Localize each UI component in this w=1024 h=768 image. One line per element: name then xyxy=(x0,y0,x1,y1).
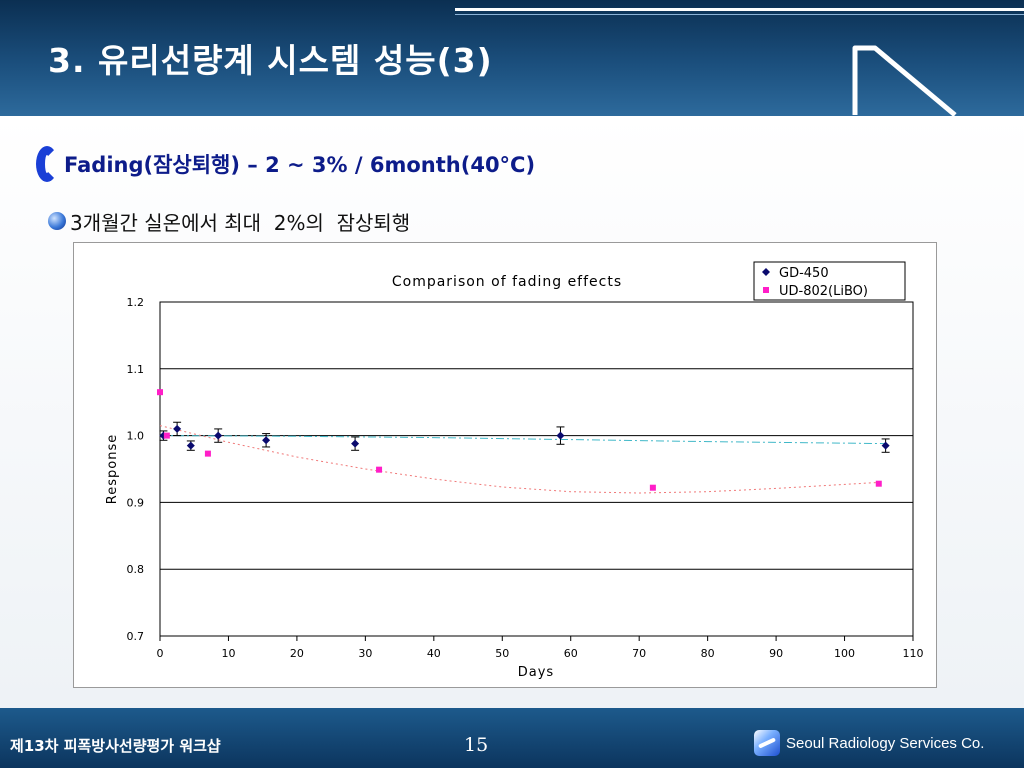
footer-workshop-text: 제13차 피폭방사선량평가 워크샵 xyxy=(10,737,221,755)
data-point-gd450 xyxy=(556,431,565,440)
legend-label: GD-450 xyxy=(779,266,829,281)
x-axis-label: Days xyxy=(518,665,554,680)
legend-marker-gd450 xyxy=(762,268,770,276)
data-point-gd450 xyxy=(214,431,223,440)
header-decoration-line xyxy=(455,8,1024,11)
y-tick-label: 1.1 xyxy=(127,363,145,376)
x-tick-label: 110 xyxy=(903,647,924,660)
fading-chart: Comparison of fading effects Days Respon… xyxy=(105,261,924,680)
data-point-ud802 xyxy=(204,450,211,457)
y-axis-label: Response xyxy=(105,434,120,504)
bullet-room-temp-text: 3개월간 실온에서 최대 2%의 잠상퇴행 xyxy=(70,210,411,235)
x-tick-label: 80 xyxy=(701,647,715,660)
x-tick-label: 0 xyxy=(157,647,164,660)
data-point-gd450 xyxy=(262,436,271,445)
data-point-gd450 xyxy=(186,441,195,450)
chart-title: Comparison of fading effects xyxy=(392,274,622,290)
legend-box xyxy=(753,261,906,301)
slide-footer xyxy=(0,708,1024,768)
x-tick-label: 30 xyxy=(358,647,372,660)
y-tick-label: 0.9 xyxy=(127,496,145,509)
chart-frame: Comparison of fading effects Days Respon… xyxy=(73,242,937,688)
plot-area xyxy=(159,301,914,637)
bullet-fading-text: Fading(잠상퇴행) – 2 ~ 3% / 6month(40°C) xyxy=(64,153,536,177)
data-point-gd450 xyxy=(173,424,182,433)
company-logo-icon xyxy=(754,730,780,756)
y-tick-label: 0.8 xyxy=(127,563,145,576)
trend-line-gd450 xyxy=(159,435,886,445)
x-tick-label: 20 xyxy=(290,647,304,660)
data-point-ud802 xyxy=(163,432,170,439)
y-tick-label: 0.7 xyxy=(127,630,145,643)
slide-title: 3. 유리선량계 시스템 성능(3) xyxy=(48,41,493,80)
x-tick-label: 70 xyxy=(632,647,646,660)
header-decoration-line-thin xyxy=(455,14,1024,15)
x-tick-label: 100 xyxy=(834,647,855,660)
legend-marker-ud802 xyxy=(763,287,769,293)
bullet-room-temp: 3개월간 실온에서 최대 2%의 잠상퇴행 xyxy=(48,207,410,235)
data-point-ud802 xyxy=(376,466,383,473)
x-tick-label: 10 xyxy=(221,647,235,660)
bullet-fading: Fading(잠상퇴행) – 2 ~ 3% / 6month(40°C) xyxy=(36,146,535,182)
company-name: Seoul Radiology Services Co. xyxy=(786,734,985,752)
ball-bullet-icon xyxy=(48,212,66,230)
header-slash-decoration xyxy=(852,45,957,117)
x-tick-label: 50 xyxy=(495,647,509,660)
data-point-gd450 xyxy=(881,441,890,450)
data-point-ud802 xyxy=(157,389,163,396)
legend-label: UD-802(LiBO) xyxy=(779,284,868,299)
x-tick-label: 40 xyxy=(427,647,441,660)
data-point-ud802 xyxy=(649,484,656,491)
footer-logo: Seoul Radiology Services Co. xyxy=(754,730,984,756)
y-tick-label: 1.2 xyxy=(127,296,145,309)
y-tick-label: 1.0 xyxy=(127,430,145,443)
c-bullet-icon xyxy=(36,146,58,182)
x-tick-label: 90 xyxy=(769,647,783,660)
data-point-ud802 xyxy=(875,480,882,487)
x-tick-label: 60 xyxy=(564,647,578,660)
data-point-gd450 xyxy=(351,439,360,448)
page-number: 15 xyxy=(464,734,489,756)
